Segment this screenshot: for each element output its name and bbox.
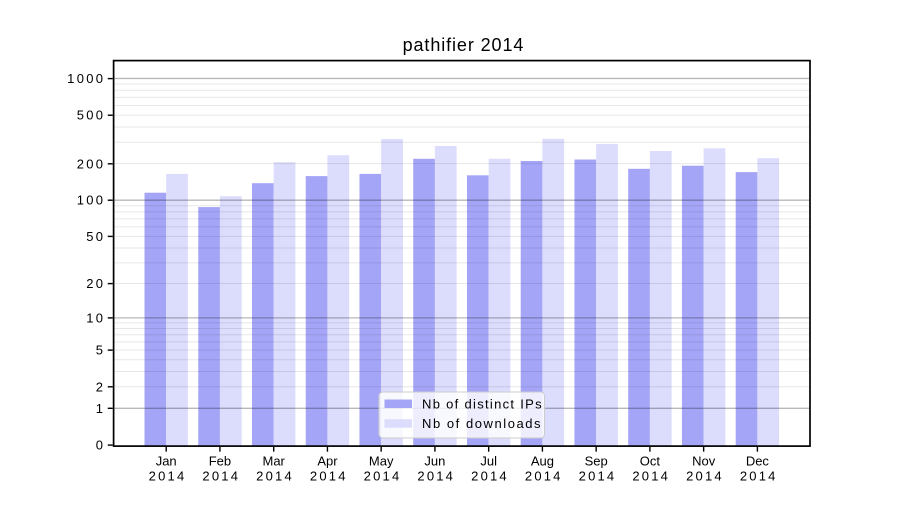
svg-text:Oct: Oct — [640, 454, 661, 469]
svg-text:200: 200 — [77, 156, 106, 171]
svg-text:10: 10 — [86, 310, 105, 325]
svg-text:May: May — [369, 454, 394, 469]
svg-text:Dec: Dec — [746, 454, 770, 469]
svg-text:2014: 2014 — [202, 469, 240, 484]
svg-text:Jun: Jun — [424, 454, 445, 469]
svg-text:50: 50 — [86, 229, 105, 244]
svg-text:2014: 2014 — [740, 469, 778, 484]
svg-text:Jan: Jan — [156, 454, 177, 469]
svg-text:Aug: Aug — [531, 454, 554, 469]
svg-text:pathifier 2014: pathifier 2014 — [403, 35, 525, 55]
svg-text:Nb of distinct IPs: Nb of distinct IPs — [422, 396, 543, 411]
svg-text:2014: 2014 — [417, 469, 455, 484]
svg-text:0: 0 — [96, 438, 106, 453]
svg-text:Mar: Mar — [262, 454, 285, 469]
svg-text:Apr: Apr — [317, 454, 338, 469]
svg-text:Jul: Jul — [480, 454, 497, 469]
svg-text:2014: 2014 — [579, 469, 617, 484]
svg-text:2014: 2014 — [632, 469, 670, 484]
svg-text:20: 20 — [86, 276, 105, 291]
svg-text:100: 100 — [77, 193, 106, 208]
svg-text:2014: 2014 — [686, 469, 724, 484]
svg-text:2014: 2014 — [471, 469, 509, 484]
svg-text:2: 2 — [96, 379, 106, 394]
svg-text:2014: 2014 — [149, 469, 187, 484]
svg-text:1: 1 — [96, 401, 106, 416]
svg-text:Feb: Feb — [209, 454, 231, 469]
svg-text:5: 5 — [96, 343, 106, 358]
svg-text:1000: 1000 — [67, 71, 105, 86]
svg-text:Nb of downloads: Nb of downloads — [422, 416, 542, 431]
svg-text:Nov: Nov — [692, 454, 716, 469]
svg-text:2014: 2014 — [525, 469, 563, 484]
svg-text:2014: 2014 — [364, 469, 402, 484]
svg-text:2014: 2014 — [256, 469, 294, 484]
svg-text:500: 500 — [77, 108, 106, 123]
svg-text:2014: 2014 — [310, 469, 348, 484]
svg-text:Sep: Sep — [585, 454, 608, 469]
